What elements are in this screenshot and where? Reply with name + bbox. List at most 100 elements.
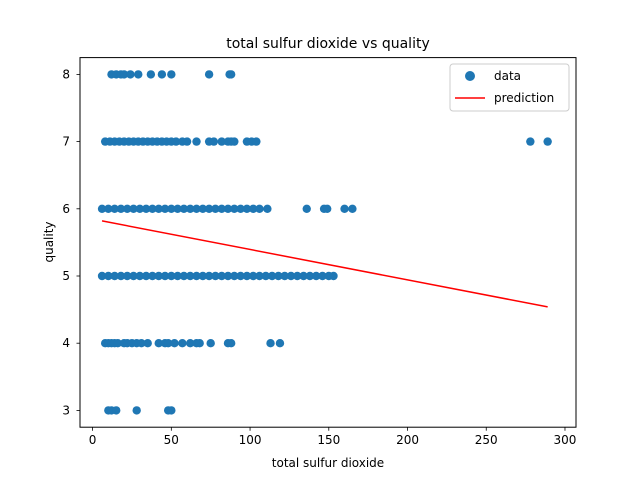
data-point	[217, 204, 226, 213]
data-point	[198, 271, 208, 281]
data-point	[280, 271, 289, 281]
data-point	[318, 271, 327, 281]
data-point	[160, 204, 170, 213]
y-tick-label: 8	[62, 67, 70, 81]
plot-frame	[79, 57, 577, 428]
data-point	[123, 204, 132, 213]
data-point	[252, 137, 261, 146]
data-point	[182, 137, 192, 146]
data-point	[141, 271, 151, 281]
data-point	[209, 137, 219, 146]
data-point	[146, 70, 156, 79]
data-point	[192, 204, 201, 213]
data-point	[286, 271, 296, 281]
data-point	[230, 271, 239, 281]
data-point	[167, 271, 176, 281]
x-tick-label: 50	[164, 433, 179, 447]
data-point	[275, 339, 285, 348]
data-point	[236, 271, 245, 281]
data-point	[154, 339, 163, 348]
data-point	[249, 271, 258, 281]
data-point	[116, 271, 126, 281]
prediction-line-layer	[101, 220, 548, 308]
data-point	[154, 271, 163, 281]
data-point	[110, 204, 119, 213]
y-tick-label: 6	[62, 202, 70, 216]
data-point	[204, 271, 214, 281]
data-point	[119, 70, 129, 79]
data-point	[186, 204, 195, 213]
data-point	[160, 271, 170, 281]
legend-label-prediction: prediction	[494, 91, 554, 105]
data-point	[204, 70, 214, 79]
data-point	[223, 204, 233, 213]
data-point	[323, 204, 332, 213]
data-point	[526, 137, 535, 146]
x-axis: 0 50 100 150 200 250 300	[89, 427, 577, 447]
y-tick-label: 3	[62, 403, 70, 417]
data-point	[249, 204, 258, 213]
data-point	[198, 204, 208, 213]
data-point	[211, 204, 220, 213]
data-point	[179, 271, 189, 281]
data-point	[204, 204, 214, 213]
data-point	[129, 204, 138, 213]
data-point	[134, 70, 143, 79]
x-axis-label: total sulfur dioxide	[272, 456, 384, 470]
data-point	[263, 204, 272, 213]
data-point	[186, 339, 195, 348]
data-point	[340, 204, 349, 213]
x-tick-label: 150	[317, 433, 340, 447]
data-point	[206, 339, 215, 348]
data-point	[173, 271, 182, 281]
data-point	[261, 271, 270, 281]
data-point	[242, 271, 252, 281]
x-tick-label: 0	[89, 433, 97, 447]
data-point	[230, 137, 239, 146]
data-point	[123, 271, 132, 281]
data-point	[148, 204, 157, 213]
data-point	[311, 271, 321, 281]
data-point	[110, 271, 119, 281]
legend-box	[449, 63, 570, 112]
data-point	[132, 406, 141, 415]
data-point	[173, 204, 182, 213]
data-point	[171, 137, 181, 146]
x-tick-label: 100	[239, 433, 262, 447]
data-point	[126, 70, 135, 79]
data-point	[299, 271, 308, 281]
data-point	[266, 339, 275, 348]
data-point	[192, 137, 201, 146]
data-point	[305, 271, 315, 281]
data-point	[137, 339, 146, 348]
data-point	[302, 204, 311, 213]
x-tick-label: 300	[554, 433, 577, 447]
y-axis-label: quality	[42, 221, 56, 262]
y-tick-label: 5	[62, 269, 70, 283]
data-point	[154, 204, 163, 213]
data-point	[135, 204, 145, 213]
data-point	[192, 271, 201, 281]
data-point	[217, 271, 226, 281]
y-tick-label: 7	[62, 135, 70, 149]
data-point	[104, 271, 113, 281]
data-point	[543, 137, 552, 146]
data-point	[135, 271, 145, 281]
data-point	[143, 339, 152, 348]
data-point	[141, 204, 151, 213]
data-point	[329, 271, 338, 281]
x-tick-label: 250	[475, 433, 498, 447]
data-point	[267, 271, 277, 281]
legend-marker-data	[465, 71, 475, 81]
y-axis: 3 4 5 6 7 8	[62, 67, 80, 417]
data-point	[112, 406, 121, 415]
data-point	[178, 339, 187, 348]
legend: data prediction	[449, 63, 570, 112]
data-point	[157, 70, 167, 79]
data-point	[242, 204, 252, 213]
prediction-line	[101, 220, 548, 308]
data-point	[116, 204, 126, 213]
data-point	[217, 137, 226, 146]
data-point	[97, 204, 107, 213]
